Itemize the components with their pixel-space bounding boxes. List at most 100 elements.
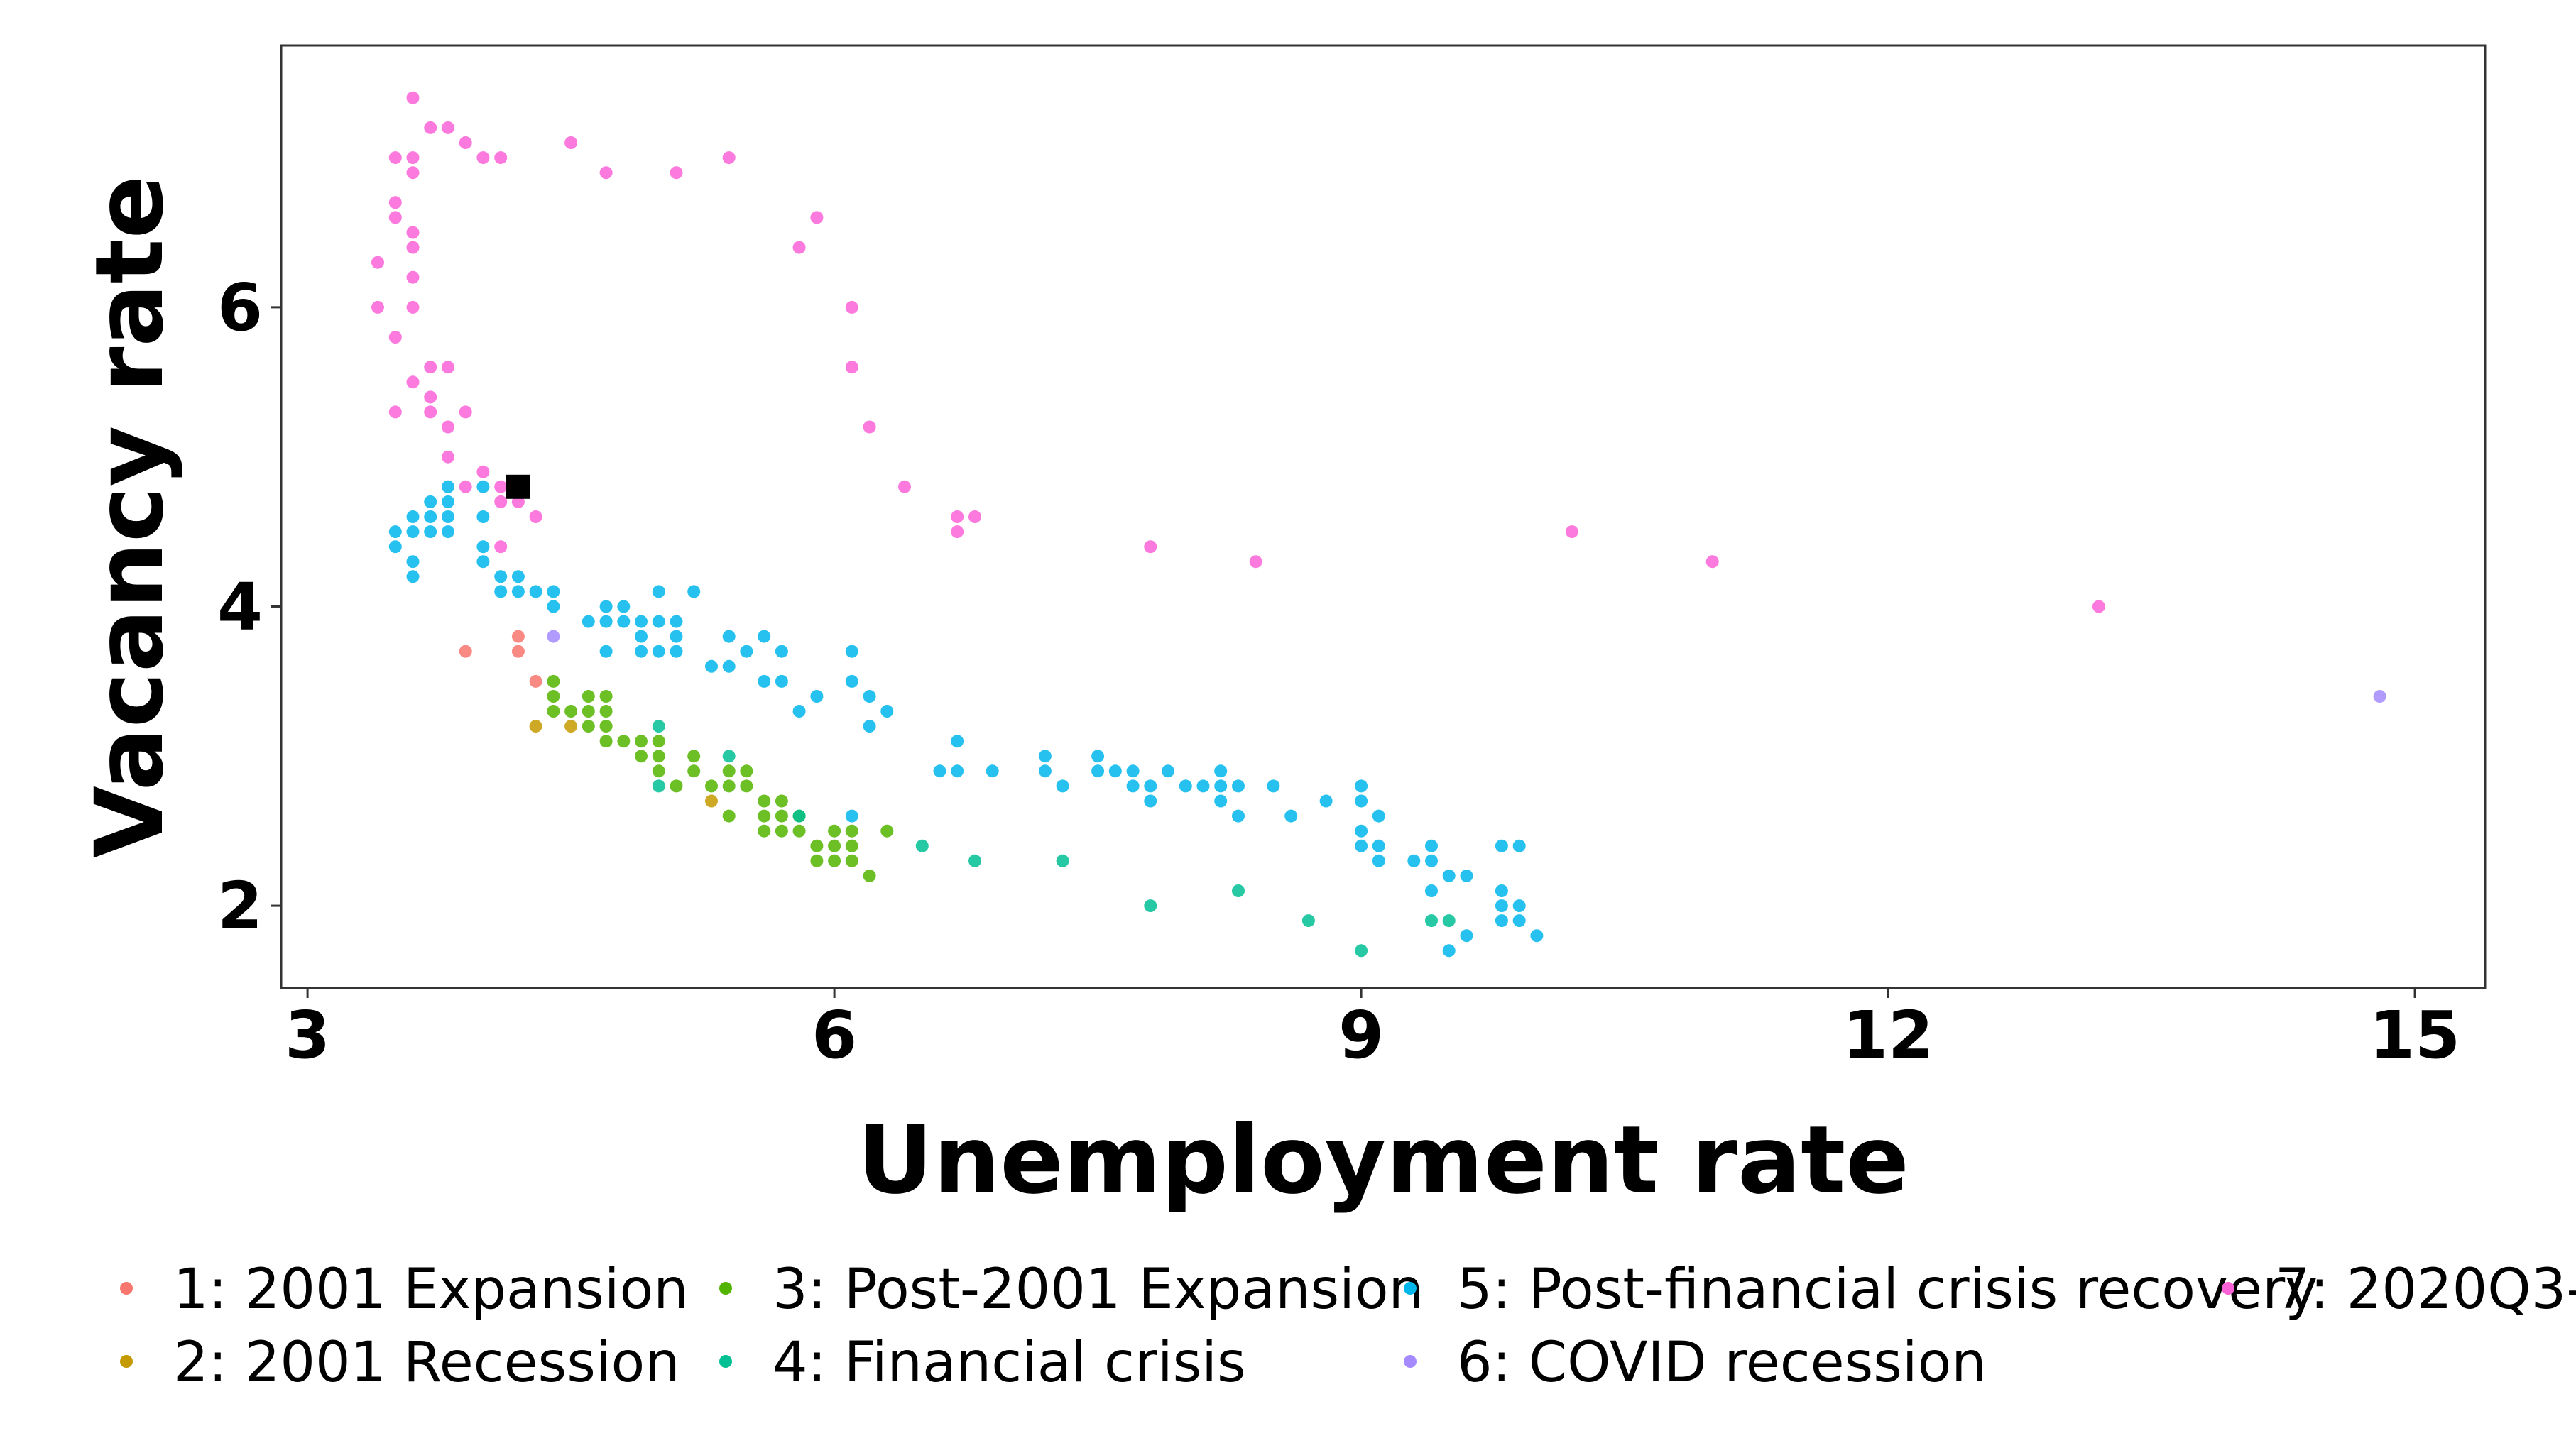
data-point [511, 630, 525, 643]
y-tick-label: 6 [217, 270, 263, 346]
legend-item: 1: 2001 Expansion [120, 1258, 689, 1322]
data-point [1372, 854, 1385, 867]
legend-key [2222, 1282, 2234, 1295]
data-point [1144, 899, 1157, 913]
data-point [1372, 809, 1385, 823]
data-point [1108, 764, 1122, 778]
data-point [635, 735, 648, 748]
data-point [406, 151, 420, 165]
data-point [442, 121, 454, 134]
data-point [951, 525, 964, 539]
data-point [1355, 824, 1368, 838]
data-point [617, 735, 631, 748]
data-point [1038, 750, 1052, 763]
legend-item: 4: Financial crisis [719, 1331, 1246, 1395]
data-point [442, 480, 454, 493]
data-point [371, 256, 384, 269]
data-point [845, 674, 858, 688]
legend-key [120, 1282, 133, 1295]
data-point [722, 750, 736, 763]
data-point [722, 764, 736, 778]
data-point [599, 720, 613, 733]
data-point [845, 300, 858, 314]
data-point [722, 809, 736, 823]
data-point [406, 241, 420, 254]
legend-item: 2: 2001 Recession [120, 1331, 680, 1395]
data-point [810, 211, 824, 224]
data-point [1442, 914, 1456, 928]
data-point [388, 331, 402, 344]
highlight-layer [506, 474, 530, 499]
data-point [635, 630, 648, 643]
highlight-marker [506, 474, 530, 499]
data-point [828, 854, 841, 867]
x-axis: 3 6 9 12 15 [285, 988, 2460, 1073]
data-point [1232, 809, 1245, 823]
data-point [1214, 764, 1228, 778]
data-point [863, 690, 876, 703]
data-point [775, 645, 788, 658]
data-point [547, 600, 560, 613]
data-point [933, 764, 946, 778]
data-point [1425, 854, 1438, 867]
data-point [459, 405, 472, 419]
data-point [424, 510, 437, 523]
data-point [792, 809, 806, 823]
data-point [740, 645, 753, 658]
data-point [845, 854, 858, 867]
data-point [582, 720, 595, 733]
data-point [828, 824, 841, 838]
data-point [547, 705, 560, 718]
data-point [1530, 929, 1544, 943]
data-point [652, 735, 665, 748]
data-point [635, 645, 648, 658]
data-point [599, 615, 613, 628]
data-point [406, 300, 420, 314]
data-point [1495, 839, 1508, 852]
data-point [582, 615, 595, 628]
data-point [758, 809, 771, 823]
legend-item: 3: Post-2001 Expansion [719, 1258, 1424, 1322]
data-point [476, 465, 490, 478]
data-point [758, 630, 771, 643]
data-point [599, 705, 613, 718]
data-point [845, 361, 858, 374]
data-point [670, 779, 683, 793]
data-point [845, 824, 858, 838]
data-point [1091, 750, 1105, 763]
data-point [635, 750, 648, 763]
data-point [511, 585, 525, 598]
data-point [670, 645, 683, 658]
x-tick-label: 3 [285, 997, 330, 1073]
data-point [652, 764, 665, 778]
data-point [442, 510, 454, 523]
data-point [740, 764, 753, 778]
data-point [1372, 839, 1385, 852]
series-3 [547, 674, 894, 882]
data-point [1495, 884, 1508, 897]
x-tick-label: 12 [1843, 997, 1933, 1073]
data-point [424, 525, 437, 539]
data-point [599, 166, 613, 180]
data-point [1355, 794, 1368, 808]
legend-key [719, 1282, 732, 1295]
data-point [476, 510, 490, 523]
data-point [915, 839, 929, 852]
data-point [1355, 779, 1368, 793]
data-point [828, 839, 841, 852]
legend-item: 7: 2020Q3-present [2222, 1258, 2576, 1322]
data-point [442, 450, 454, 464]
data-point [687, 750, 701, 763]
plot-frame [280, 44, 2487, 989]
data-point [687, 585, 701, 598]
y-tick-label: 2 [217, 868, 263, 944]
data-point [687, 764, 701, 778]
data-point [968, 854, 981, 867]
data-point [1407, 854, 1421, 867]
data-point [388, 196, 402, 209]
data-point [758, 794, 771, 808]
series-5 [388, 480, 1544, 958]
data-point [617, 615, 631, 628]
data-point [476, 480, 490, 493]
data-point [968, 510, 981, 523]
